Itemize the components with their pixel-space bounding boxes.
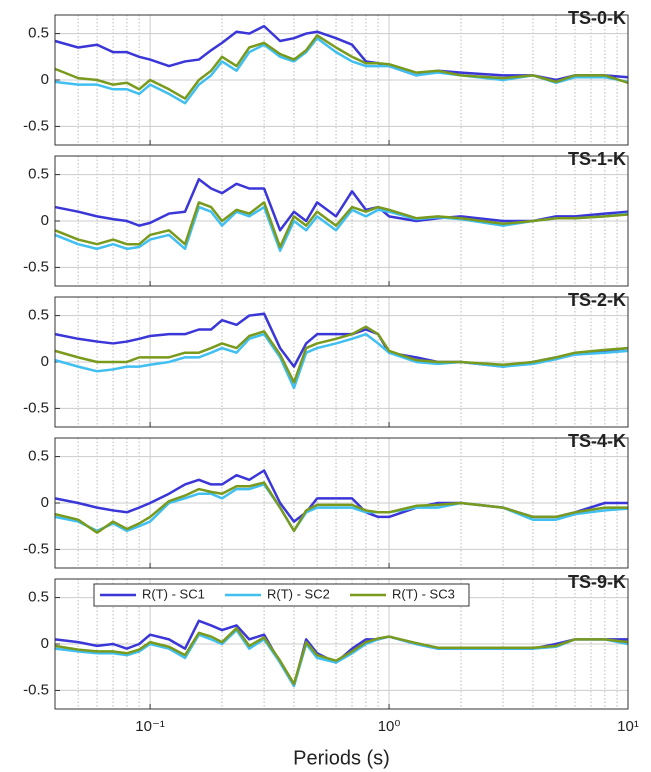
legend-label: R(T) - SC2 [267, 586, 330, 601]
y-tick-label: 0.5 [28, 448, 49, 465]
plot-frame [54, 578, 629, 710]
y-tick-label: -0.5 [23, 540, 49, 557]
x-tick-label: 10¹ [617, 718, 639, 735]
y-tick-label: -0.5 [23, 399, 49, 416]
series-line [54, 325, 629, 384]
x-axis-label: Periods (s) [293, 747, 390, 769]
y-tick-label: 0 [41, 353, 49, 370]
series-line [54, 481, 628, 534]
series-line [54, 24, 629, 82]
panel-title: TS-2-K [568, 290, 626, 310]
plot-frame [54, 14, 629, 146]
series-line [54, 34, 629, 100]
series-line [54, 201, 629, 249]
y-tick-label: 0 [41, 494, 49, 511]
panel-title: TS-9-K [568, 572, 626, 592]
y-tick-label: 0 [41, 635, 49, 652]
series-line [54, 177, 629, 232]
y-tick-label: 0.5 [28, 166, 49, 183]
x-tick-label: 10⁰ [378, 718, 401, 735]
series-line [54, 626, 629, 686]
y-tick-label: -0.5 [23, 117, 49, 134]
panel-title: TS-1-K [568, 149, 626, 169]
legend-box [93, 583, 470, 607]
panel-title: TS-0-K [568, 8, 626, 28]
panel-title: TS-4-K [568, 431, 626, 451]
y-tick-label: -0.5 [23, 258, 49, 275]
y-tick-label: 0.5 [28, 589, 49, 606]
y-tick-label: -0.5 [23, 681, 49, 698]
x-tick-label: 10⁻¹ [135, 718, 165, 735]
series-line [54, 205, 629, 252]
legend-label: R(T) - SC1 [142, 586, 205, 601]
plot-frame [54, 155, 629, 287]
y-tick-label: 0.5 [28, 25, 49, 42]
y-tick-label: 0 [41, 71, 49, 88]
legend-label: R(T) - SC3 [392, 586, 455, 601]
y-tick-label: 0.5 [28, 307, 49, 324]
y-tick-label: 0 [41, 212, 49, 229]
plot-frame [54, 296, 629, 428]
plot-frame [54, 437, 629, 569]
